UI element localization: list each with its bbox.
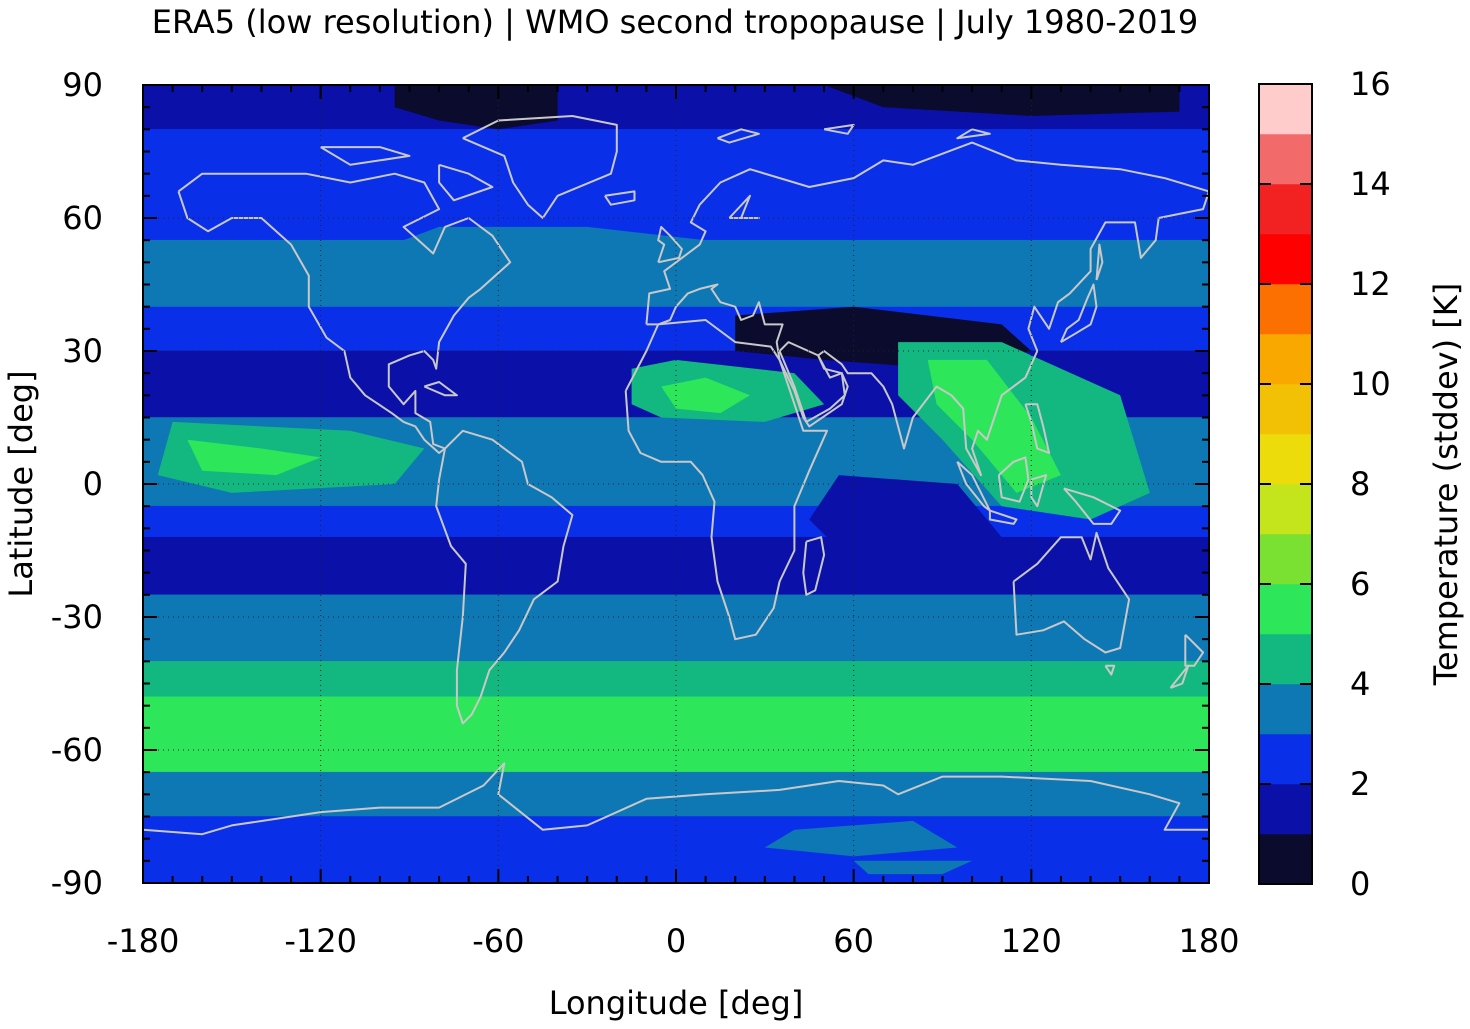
colorbar-tick-label: 0 bbox=[1350, 865, 1370, 903]
colorbar-tick-label: 6 bbox=[1350, 565, 1370, 603]
heatmap-patch bbox=[764, 820, 958, 857]
colorbar-cell bbox=[1258, 83, 1313, 135]
colorbar-tick-label: 12 bbox=[1350, 265, 1391, 303]
heatmap-patch bbox=[824, 85, 1180, 116]
colorbar-tick-label: 4 bbox=[1350, 665, 1370, 703]
colorbar: 16 14 12 10 8 6 4 2 0 bbox=[1258, 65, 1391, 903]
colorbar-tick-label: 2 bbox=[1350, 765, 1370, 803]
grid-lines bbox=[143, 85, 1209, 883]
colorbar-cell bbox=[1258, 333, 1313, 385]
coastline bbox=[604, 190, 636, 206]
colorbar-cell bbox=[1258, 433, 1313, 485]
colorbar-cell bbox=[1258, 183, 1313, 235]
colorbar-cell bbox=[1258, 283, 1313, 335]
heatmap-patch bbox=[187, 439, 321, 476]
heatmap-patch bbox=[809, 475, 1002, 564]
heatmap-band bbox=[143, 129, 1209, 174]
coastline bbox=[997, 456, 1030, 503]
colorbar-cell bbox=[1258, 783, 1313, 835]
coastline bbox=[988, 509, 1018, 525]
coastline bbox=[802, 536, 826, 596]
colorbar-title: Temperature (stddev) [K] bbox=[1427, 283, 1465, 686]
colorbar-tick-label: 8 bbox=[1350, 465, 1370, 503]
coastline bbox=[1063, 487, 1122, 525]
plot-area bbox=[143, 85, 1209, 883]
x-tick-label: 180 bbox=[1178, 922, 1239, 960]
x-axis-title: Longitude [deg] bbox=[549, 984, 804, 1022]
colorbar-cell bbox=[1258, 833, 1313, 885]
heatmap-patch bbox=[661, 377, 750, 414]
y-tick-label: -90 bbox=[51, 864, 103, 902]
coastline bbox=[1012, 531, 1131, 654]
colorbar-tick-labels: 16 14 12 10 8 6 4 2 0 bbox=[1350, 65, 1391, 903]
colorbar-cell bbox=[1258, 633, 1313, 685]
y-axis-title: Latitude [deg] bbox=[2, 370, 40, 597]
heatmap-patches bbox=[143, 85, 1209, 875]
chart-title: ERA5 (low resolution) | WMO second tropo… bbox=[152, 3, 1199, 41]
colorbar-cell bbox=[1258, 233, 1313, 285]
heatmap-band bbox=[143, 661, 1209, 698]
coastline bbox=[143, 762, 1209, 836]
heatmap-patch bbox=[927, 359, 1061, 493]
colorbar-cell bbox=[1258, 533, 1313, 585]
coastline bbox=[462, 115, 618, 219]
colorbar-cells bbox=[1258, 83, 1313, 885]
axis-ticks bbox=[142, 84, 1210, 884]
heatmap-patch bbox=[394, 85, 558, 130]
coastline bbox=[956, 128, 991, 140]
y-tick-labels: 90 60 30 0 -30 -60 -90 bbox=[51, 66, 103, 902]
heatmap-band bbox=[143, 173, 1209, 241]
heatmap-patch bbox=[853, 860, 973, 875]
coastline bbox=[435, 429, 574, 725]
heatmap-patch bbox=[143, 705, 1209, 750]
coastline bbox=[438, 163, 494, 202]
x-tick-label: -180 bbox=[107, 922, 180, 960]
coastline bbox=[657, 225, 683, 264]
coastline bbox=[1030, 474, 1048, 508]
colorbar-cell bbox=[1258, 133, 1313, 185]
coastline bbox=[320, 146, 411, 166]
colorbar-tick-label: 14 bbox=[1350, 165, 1391, 203]
x-tick-label: 120 bbox=[1001, 922, 1062, 960]
y-tick-label: -30 bbox=[51, 598, 103, 636]
coastline bbox=[1095, 243, 1104, 281]
x-tick-label: 0 bbox=[666, 922, 686, 960]
heatmap-patch bbox=[143, 226, 1209, 307]
y-tick-label: 90 bbox=[62, 66, 103, 104]
coastline bbox=[1184, 633, 1205, 667]
colorbar-tick-label: 16 bbox=[1350, 65, 1391, 103]
y-tick-label: 0 bbox=[83, 465, 103, 503]
y-tick-label: -60 bbox=[51, 731, 103, 769]
colorbar-tick-label: 10 bbox=[1350, 365, 1391, 403]
colorbar-cell bbox=[1258, 383, 1313, 435]
x-tick-label: 60 bbox=[833, 922, 874, 960]
coastline bbox=[956, 461, 991, 512]
coastline bbox=[728, 194, 760, 219]
x-tick-label: -120 bbox=[284, 922, 357, 960]
colorbar-ticks bbox=[1259, 83, 1312, 885]
coastline bbox=[1059, 283, 1098, 343]
coastline bbox=[1024, 403, 1051, 454]
coastline bbox=[423, 381, 458, 397]
heatmap-band bbox=[143, 771, 1209, 817]
coastline bbox=[177, 172, 512, 454]
y-tick-label: 30 bbox=[62, 332, 103, 370]
colorbar-cell bbox=[1258, 733, 1313, 785]
y-tick-label: 60 bbox=[62, 199, 103, 237]
coastlines bbox=[143, 115, 1209, 836]
x-tick-label: -60 bbox=[472, 922, 524, 960]
coastline bbox=[823, 123, 855, 135]
colorbar-cell bbox=[1258, 583, 1313, 635]
coastline bbox=[1104, 664, 1116, 676]
coastline bbox=[717, 128, 760, 144]
coastline bbox=[645, 141, 1209, 477]
colorbar-cell bbox=[1258, 483, 1313, 535]
coastline bbox=[778, 341, 846, 423]
coastline bbox=[1169, 664, 1190, 689]
colorbar-cell bbox=[1258, 683, 1313, 735]
coastline bbox=[624, 319, 828, 641]
x-tick-labels: -180 -120 -60 0 60 120 180 bbox=[107, 922, 1240, 960]
